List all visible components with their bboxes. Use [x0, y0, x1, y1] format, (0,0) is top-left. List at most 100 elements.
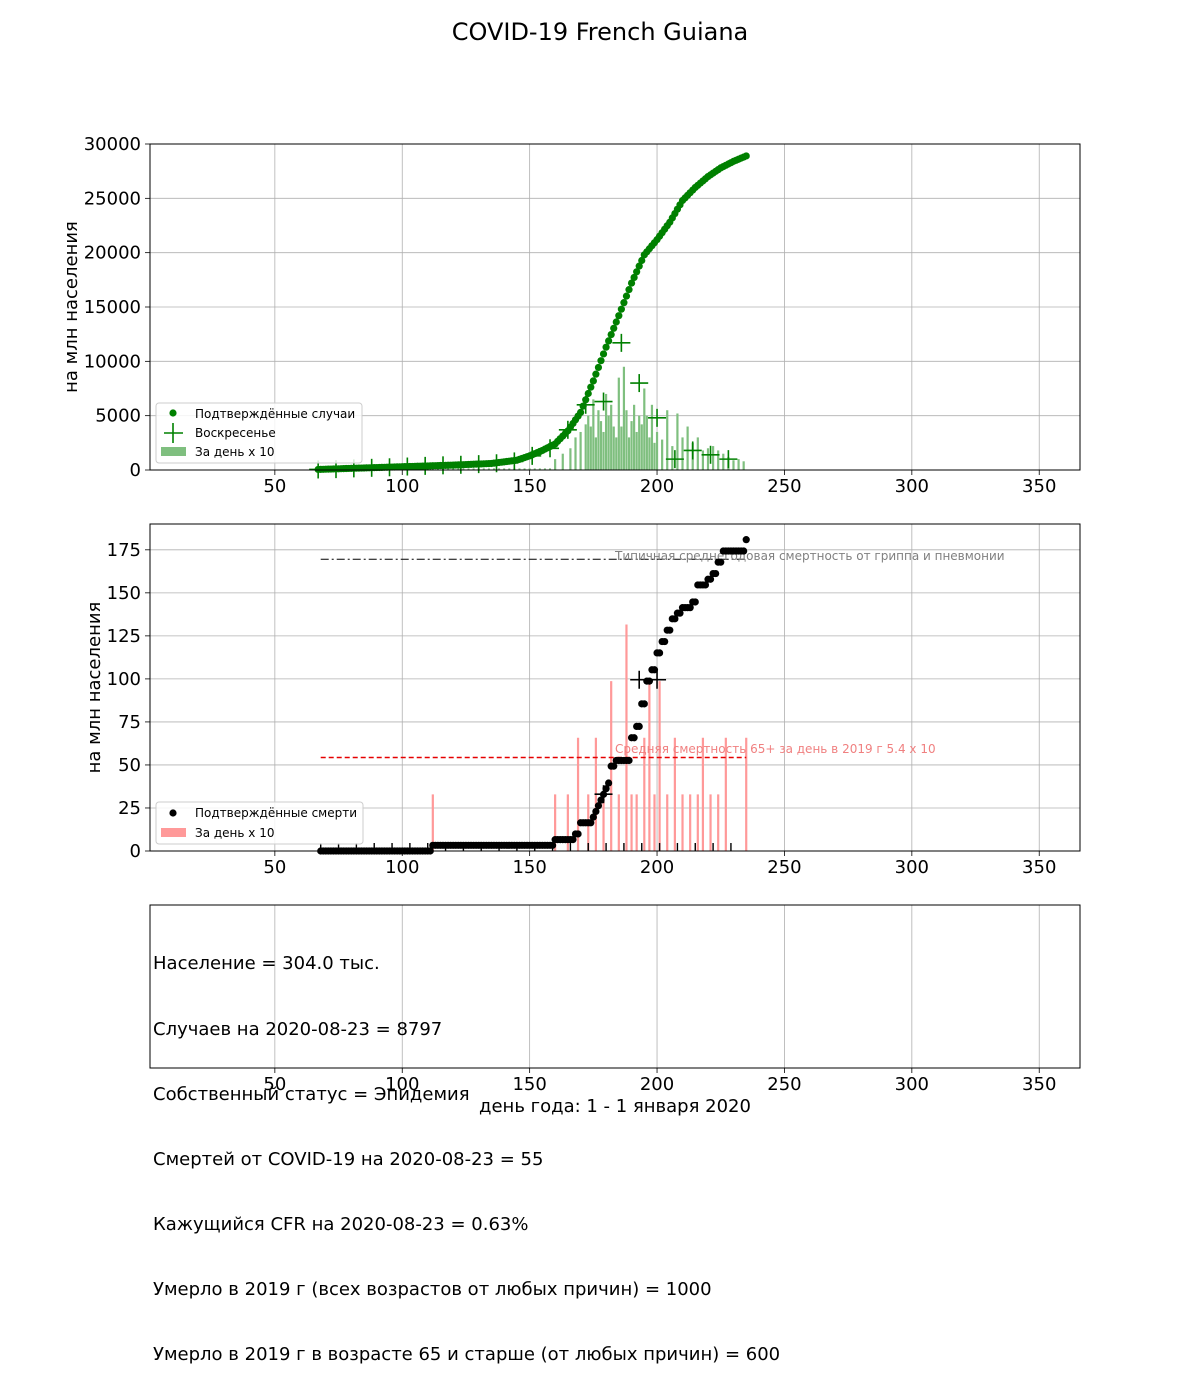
legend-frame	[155, 402, 363, 464]
case-point	[625, 286, 633, 294]
info-line-cfr: Кажущийся CFR на 2020-08-23 = 0.63%	[153, 1213, 529, 1235]
daily-bar	[607, 415, 610, 470]
x-tick-label: 250	[767, 476, 801, 497]
daily-bar	[452, 468, 455, 470]
daily-bar	[612, 426, 615, 470]
daily-bar	[717, 794, 720, 851]
daily-bar	[561, 453, 564, 470]
daily-bar	[615, 437, 618, 470]
daily-bar	[610, 404, 613, 470]
legend-marker	[161, 447, 186, 456]
case-point	[630, 273, 638, 282]
daily-bar	[633, 404, 636, 470]
daily-bar	[709, 794, 712, 851]
daily-bar	[584, 424, 587, 470]
x-tick-label: 50	[263, 1074, 286, 1095]
y-tick-label: 50	[118, 755, 141, 776]
daily-bar	[487, 468, 490, 470]
panel-1: 50 100 150 200 250 300 350 0 25 50 75 100 125 150 175 н…	[84, 523, 1081, 878]
legend-marker	[169, 809, 177, 817]
daily-bar	[523, 468, 526, 470]
legend: Подтверждённые смерти За день x 10	[155, 801, 364, 845]
daily-bar	[648, 681, 651, 851]
daily-bar	[653, 442, 656, 470]
daily-bar	[661, 439, 664, 470]
case-point	[602, 343, 610, 351]
daily-bar	[643, 388, 646, 470]
daily-bar	[737, 459, 740, 470]
daily-bar	[579, 431, 582, 470]
x-tick-label: 300	[895, 1074, 929, 1095]
case-point	[577, 408, 585, 417]
case-point	[635, 262, 643, 270]
x-tick-label: 200	[640, 1074, 674, 1095]
daily-bar	[638, 415, 641, 470]
case-point	[742, 152, 750, 160]
legend: Подтверждённые случаи Воскресенье За день …	[155, 402, 363, 464]
daily-bar	[701, 737, 705, 851]
daily-bar	[650, 404, 654, 470]
daily-bar	[597, 410, 600, 470]
daily-bar	[701, 450, 705, 470]
figure-title: COVID-19 French Guiana	[451, 18, 749, 46]
death-point	[655, 649, 664, 657]
y-tick-label: 0	[130, 460, 141, 481]
case-point	[612, 318, 620, 326]
daily-bar	[566, 794, 569, 851]
death-point	[717, 558, 725, 566]
x-tick-label: 100	[385, 476, 419, 497]
y-tick-label: 75	[118, 712, 141, 733]
daily-bar	[589, 426, 592, 470]
daily-bar	[676, 413, 679, 470]
y-tick-label: 10000	[84, 351, 141, 372]
info-line-cases: Случаев на 2020-08-23 = 8797	[153, 1018, 443, 1040]
daily-bar	[472, 468, 475, 470]
daily-bar	[447, 468, 450, 470]
case-point	[594, 363, 603, 372]
daily-bar	[706, 448, 710, 470]
y-tick-label: 25	[118, 798, 141, 819]
x-tick-label: 200	[640, 857, 674, 878]
daily-bar	[503, 468, 506, 470]
death-point	[740, 547, 748, 555]
case-point	[587, 383, 595, 391]
daily-bar	[533, 468, 536, 470]
death-point	[589, 813, 597, 821]
y-axis-label: на млн населения	[84, 602, 105, 774]
death-point	[712, 569, 720, 578]
daily-bar	[574, 437, 577, 470]
x-tick-label: 200	[640, 476, 674, 497]
death-point	[706, 575, 715, 583]
y-axis-label: на млн населения	[61, 221, 82, 393]
y-tick-label: 20000	[84, 243, 141, 264]
y-tick-label: 125	[107, 626, 141, 647]
info-text-block: Население = 304.0 тыс. Случаев на 2020-0…	[153, 910, 780, 1387]
case-point	[615, 312, 623, 320]
case-point	[597, 357, 605, 365]
daily-bar	[655, 431, 659, 470]
y-tick-label: 15000	[84, 297, 141, 318]
daily-bar	[653, 794, 656, 851]
daily-bar	[518, 468, 521, 470]
case-point	[599, 350, 608, 358]
x-tick-label: 350	[1022, 857, 1056, 878]
daily-bar	[528, 468, 531, 470]
daily-bar	[467, 468, 470, 470]
daily-bar	[625, 410, 628, 470]
daily-bar	[635, 794, 638, 851]
death-point	[676, 609, 684, 617]
x-tick-label: 250	[767, 857, 801, 878]
info-line-deaths-65: Умерло в 2019 г в возрасте 65 и старше (…	[153, 1344, 781, 1366]
death-point	[574, 830, 582, 838]
daily-bar	[666, 794, 669, 851]
daily-bar	[671, 446, 674, 470]
daily-bar	[620, 426, 623, 470]
daily-bar	[594, 437, 597, 470]
legend-frame	[155, 801, 364, 845]
legend-label: За день x 10	[195, 445, 274, 459]
death-point	[610, 762, 618, 770]
panel-2: 50 100 150 200 250 300 350 день года: 1 - 1 янв…	[149, 904, 1081, 1117]
y-tick-label: 30000	[84, 134, 141, 155]
legend-label: Подтверждённые смерти	[195, 806, 357, 820]
daily-bar	[673, 737, 676, 851]
